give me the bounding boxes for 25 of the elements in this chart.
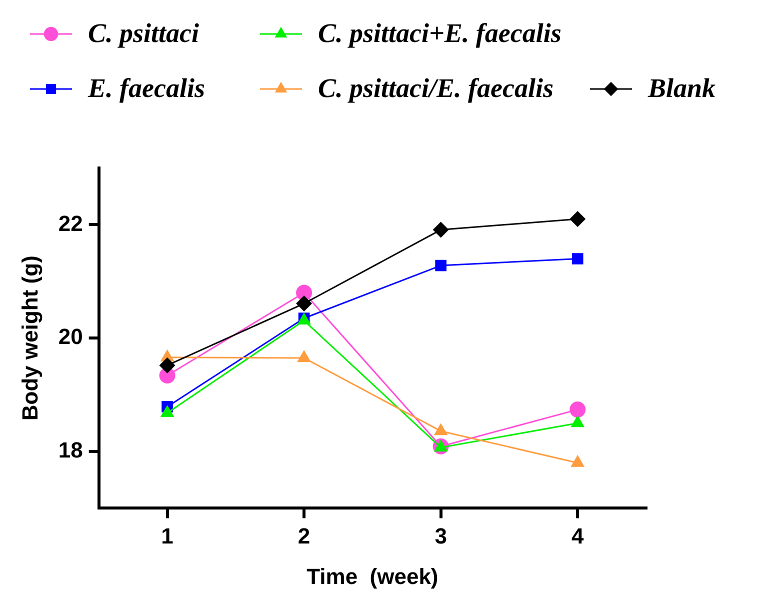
legend-label: C. psittaci/E. faecalis [318,73,554,104]
x-tick-label: 1 [161,523,174,548]
y-tick-label: 20 [58,324,83,350]
point [434,423,448,436]
point [297,350,311,362]
y-tick-label: 18 [58,438,83,463]
point [296,296,312,312]
point [570,211,586,228]
point [572,253,584,264]
legend-label: Blank [648,73,716,104]
x-tick-label: 4 [571,523,584,548]
legend-label: E. faecalis [88,73,205,104]
legend-label: C. psittaci+E. faecalis [318,18,562,49]
point [432,222,449,238]
legend-label: C. psittaci [88,18,200,49]
point [570,454,585,467]
point [570,415,585,428]
point [159,357,176,374]
x-tick-label: 3 [434,523,447,548]
point [435,260,446,272]
point [160,404,174,417]
x-tick-label: 2 [298,523,310,548]
y-tick-label: 22 [58,210,83,236]
y-axis-title: Body weight (g) [17,256,42,421]
x-axis-title: Time (week) [306,564,438,589]
